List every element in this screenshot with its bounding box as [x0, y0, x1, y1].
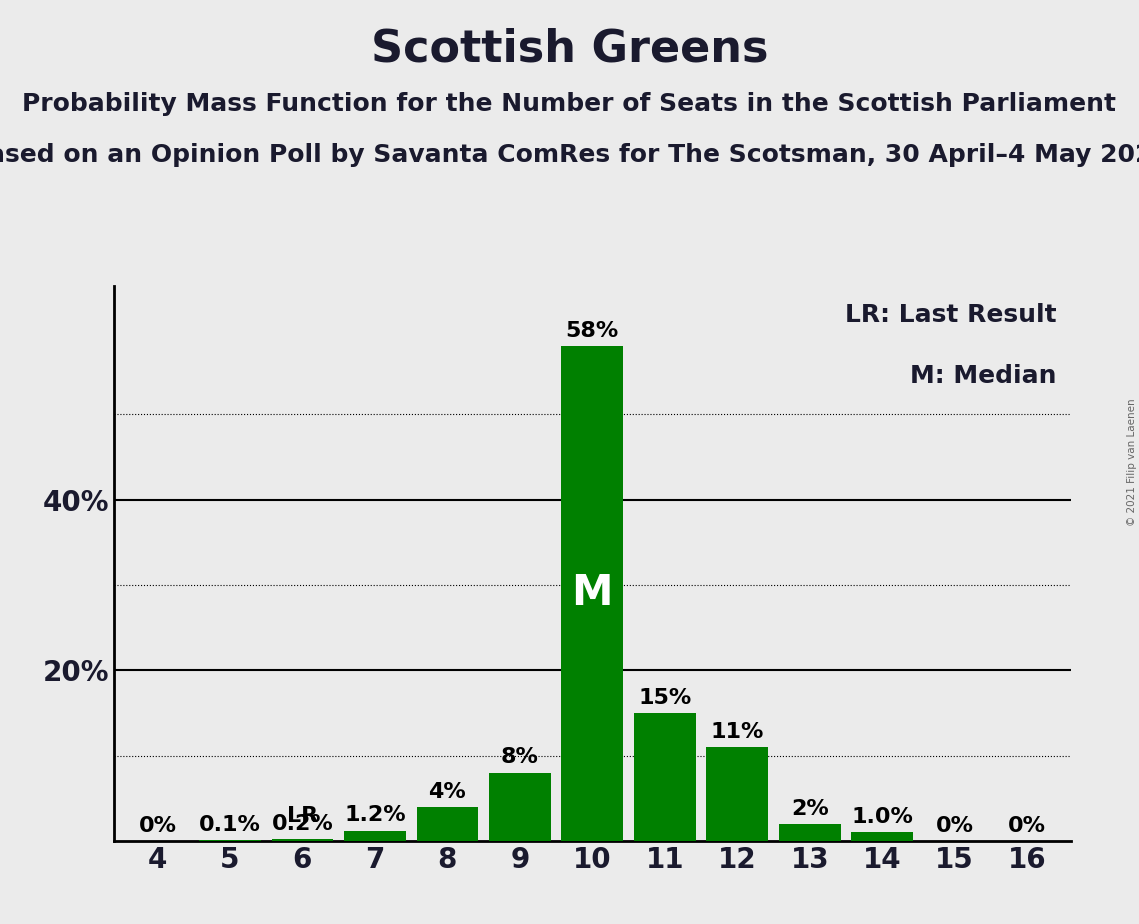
Text: 15%: 15%	[638, 687, 691, 708]
Text: 4%: 4%	[428, 782, 466, 802]
Text: LR: Last Result: LR: Last Result	[845, 303, 1056, 327]
Text: 1.0%: 1.0%	[851, 808, 913, 827]
Bar	[706, 747, 768, 841]
Text: 58%: 58%	[566, 321, 618, 341]
Bar	[489, 772, 550, 841]
Text: 8%: 8%	[501, 748, 539, 768]
Text: M: Median: M: Median	[910, 364, 1056, 388]
Text: 0%: 0%	[936, 816, 974, 835]
Text: 11%: 11%	[711, 722, 764, 742]
Bar	[562, 346, 623, 841]
Bar	[417, 807, 478, 841]
Text: 0%: 0%	[1008, 816, 1046, 835]
Bar	[344, 831, 405, 841]
Text: LR: LR	[287, 807, 318, 826]
Bar	[779, 824, 841, 841]
Text: 1.2%: 1.2%	[344, 806, 405, 825]
Text: M: M	[572, 573, 613, 614]
Bar	[634, 713, 696, 841]
Text: 0%: 0%	[139, 816, 177, 835]
Bar	[271, 839, 333, 841]
Text: 0.1%: 0.1%	[199, 815, 261, 835]
Text: 0.2%: 0.2%	[271, 814, 334, 834]
Text: Scottish Greens: Scottish Greens	[371, 28, 768, 71]
Text: 2%: 2%	[790, 798, 828, 819]
Text: © 2021 Filip van Laenen: © 2021 Filip van Laenen	[1126, 398, 1137, 526]
Text: Probability Mass Function for the Number of Seats in the Scottish Parliament: Probability Mass Function for the Number…	[23, 92, 1116, 116]
Bar	[851, 833, 913, 841]
Text: Based on an Opinion Poll by Savanta ComRes for The Scotsman, 30 April–4 May 2021: Based on an Opinion Poll by Savanta ComR…	[0, 143, 1139, 167]
